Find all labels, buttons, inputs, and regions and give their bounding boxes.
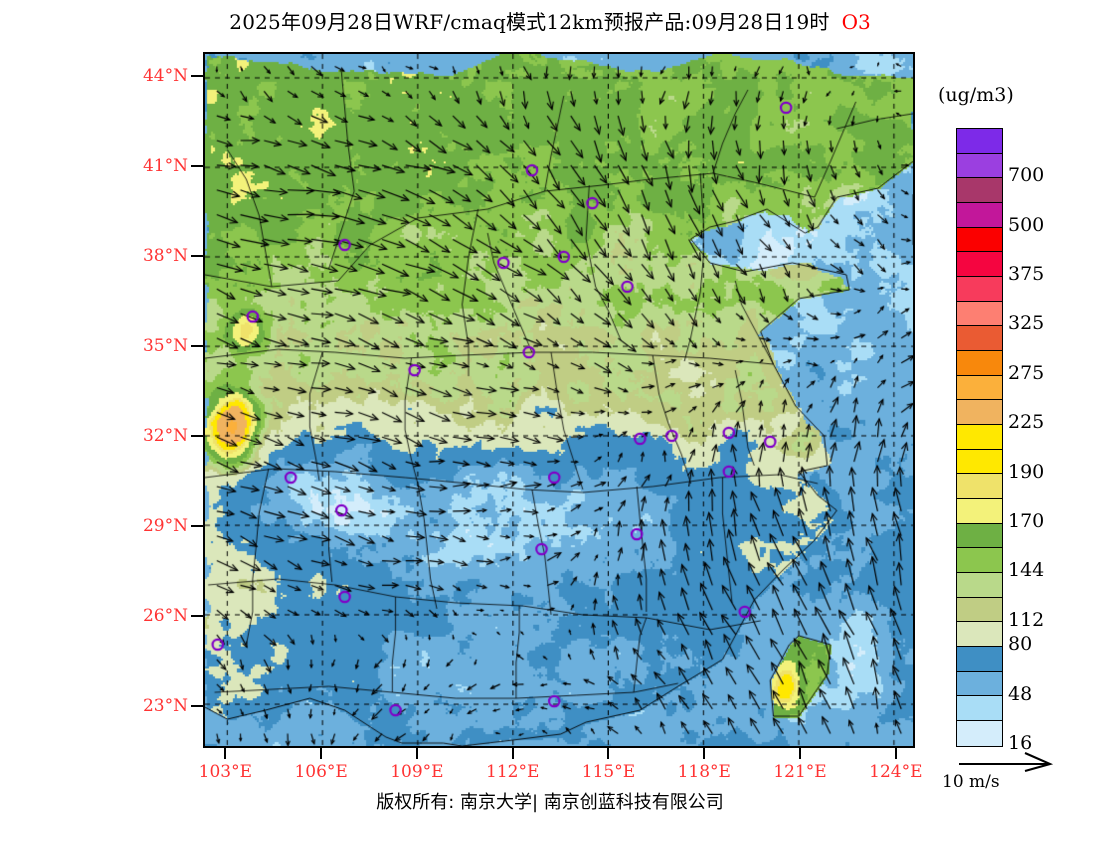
- lon-tick: [799, 748, 802, 759]
- lon-tick-label: 109°E: [390, 762, 444, 782]
- lat-tick-label: 29°N: [142, 516, 188, 536]
- colorbar-cell: [957, 301, 1002, 327]
- lon-tick-label: 103°E: [198, 762, 253, 782]
- colorbar-cell: [957, 647, 1002, 672]
- colorbar-label: 375: [1008, 263, 1045, 286]
- lat-tick-label: 32°N: [142, 426, 188, 446]
- lat-tick: [191, 705, 203, 707]
- lon-tick: [320, 748, 323, 759]
- lon-tick: [703, 748, 706, 759]
- lon-tick-label: 118°E: [677, 762, 731, 782]
- lat-tick: [191, 255, 203, 257]
- wind-scale-label: 10 m/s: [942, 772, 1000, 792]
- lon-tick: [607, 748, 610, 759]
- colorbar-label: 325: [1008, 312, 1045, 335]
- lat-tick-label: 41°N: [142, 156, 188, 176]
- forecast-map[interactable]: [203, 52, 915, 748]
- lon-tick: [894, 748, 897, 759]
- map-raster: [205, 54, 913, 746]
- colorbar-cell: [957, 499, 1002, 524]
- colorbar-label: 144: [1008, 559, 1045, 582]
- lon-tick-label: 124°E: [869, 762, 923, 782]
- colorbar-cell: [957, 178, 1002, 204]
- colorbar-cell: [957, 474, 1002, 500]
- colorbar-cell: [957, 153, 1002, 179]
- colorbar-cell: [957, 696, 1002, 722]
- lon-tick: [511, 748, 514, 759]
- colorbar-label: 16: [1008, 732, 1033, 754]
- colorbar-units: (ug/m3): [938, 84, 1014, 106]
- colorbar-cell: [957, 326, 1002, 352]
- colorbar-label: 80: [1008, 633, 1033, 656]
- lat-tick-label: 44°N: [142, 66, 188, 86]
- lon-tick: [415, 748, 418, 759]
- colorbar-label: 700: [1008, 164, 1045, 187]
- lat-tick: [191, 435, 203, 437]
- species-label: O3: [841, 10, 871, 34]
- colorbar[interactable]: [956, 128, 1003, 747]
- colorbar-cell: [957, 523, 1002, 549]
- colorbar-cell: [957, 597, 1002, 623]
- title-text: 2025年09月28日WRF/cmaq模式12km预报产品:09月28日19时: [229, 10, 830, 34]
- colorbar-label: 500: [1008, 213, 1045, 236]
- colorbar-label: 190: [1008, 460, 1045, 483]
- colorbar-label: 170: [1008, 509, 1045, 532]
- colorbar-label: 275: [1008, 361, 1045, 384]
- lon-tick-label: 106°E: [294, 762, 348, 782]
- colorbar-cell: [957, 671, 1002, 697]
- colorbar-label: 112: [1008, 608, 1045, 631]
- colorbar-cell: [957, 252, 1002, 278]
- wind-scale-key: [955, 752, 1095, 774]
- colorbar-cell: [957, 375, 1002, 401]
- lat-tick-label: 26°N: [142, 606, 188, 626]
- lon-tick-label: 112°E: [486, 762, 540, 782]
- colorbar-cell: [957, 400, 1002, 426]
- lat-tick-label: 35°N: [142, 336, 188, 356]
- colorbar-cell: [957, 203, 1002, 228]
- lat-tick: [191, 345, 203, 347]
- lat-tick-label: 23°N: [142, 696, 188, 716]
- lat-tick: [191, 525, 203, 527]
- lat-tick: [191, 165, 203, 167]
- lon-tick-label: 115°E: [581, 762, 636, 782]
- colorbar-cell: [957, 425, 1002, 450]
- colorbar-label: 48: [1008, 682, 1033, 705]
- colorbar-cell: [957, 227, 1002, 253]
- colorbar-label: 225: [1008, 411, 1045, 434]
- colorbar-cell: [957, 129, 1002, 154]
- lon-tick: [224, 748, 227, 759]
- page-title: 2025年09月28日WRF/cmaq模式12km预报产品:09月28日19时 O…: [0, 6, 1100, 35]
- lat-tick: [191, 615, 203, 617]
- colorbar-cell: [957, 351, 1002, 376]
- copyright-notice: 版权所有: 南京大学| 南京创蓝科技有限公司: [376, 792, 724, 813]
- colorbar-cell: [957, 277, 1002, 302]
- lat-tick: [191, 75, 203, 77]
- colorbar-cell: [957, 622, 1002, 648]
- colorbar-cell: [957, 548, 1002, 574]
- colorbar-cell: [957, 449, 1002, 475]
- colorbar-cell: [957, 573, 1002, 598]
- colorbar-cell: [957, 721, 1002, 746]
- lat-tick-label: 38°N: [142, 246, 188, 266]
- right-arrow-icon: [959, 752, 1054, 773]
- lon-tick-label: 121°E: [773, 762, 827, 782]
